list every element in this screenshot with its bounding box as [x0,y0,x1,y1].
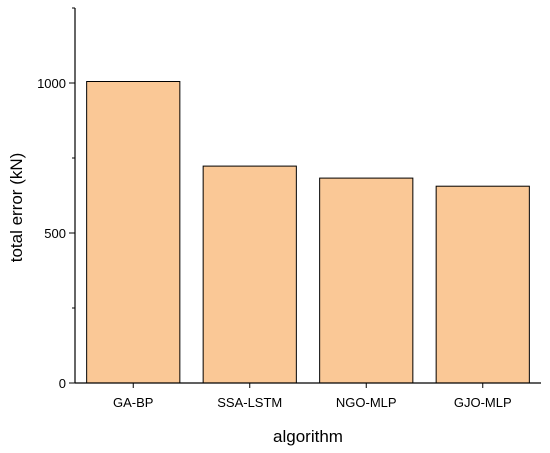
y-axis-title: total error (kN) [7,153,26,263]
bar-ngo-mlp [319,177,414,384]
x-tick-label: GA-BP [113,395,153,410]
x-tick-label: SSA-LSTM [217,395,282,410]
x-axis-title: algorithm [273,427,343,446]
bar-ssa-lstm [202,165,297,384]
bar-ga-bp [86,81,181,384]
x-axis-ticks: GA-BP SSA-LSTM NGO-MLP GJO-MLP [113,383,512,410]
bars-layer [86,81,530,384]
bar-gjo-mlp [435,185,530,384]
x-tick-label: GJO-MLP [454,395,512,410]
y-tick-label: 0 [59,376,66,391]
y-axis-ticks: 0 500 1000 [37,7,75,391]
y-tick-label: 1000 [37,76,66,91]
x-tick-label: NGO-MLP [336,395,397,410]
y-tick-label: 500 [44,226,66,241]
